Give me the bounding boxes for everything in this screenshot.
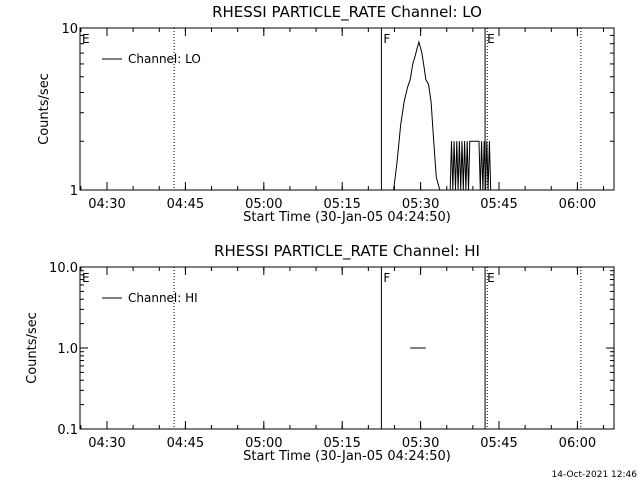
x-tick-label: 05:00 [245,436,282,451]
x-axis-label: Start Time (30-Jan-05 04:24:50) [243,210,451,225]
y-axis-label: Counts/sec [25,312,40,384]
y-tick-label: 10.0 [49,261,78,276]
x-tick-label: 05:30 [402,436,439,451]
timestamp-footer: 14-Oct-2021 12:46 [552,470,638,480]
legend-label: Channel: HI [128,291,198,305]
y-tick-label: 1.0 [57,342,78,357]
x-tick-label: 05:45 [480,436,517,451]
chart-title: RHESSI PARTICLE_RATE Channel: HI [214,242,480,261]
x-tick-label: 04:45 [167,436,204,451]
x-axis-label: Start Time (30-Jan-05 04:24:50) [243,449,451,464]
x-tick-label: 05:15 [323,197,360,212]
x-tick-label: 06:00 [559,436,596,451]
annotation-label: F [383,271,390,285]
legend-label: Channel: LO [128,52,201,66]
chart-title: RHESSI PARTICLE_RATE Channel: LO [212,3,482,22]
x-tick-label: 06:00 [559,197,596,212]
annotation-label: F [383,32,390,46]
y-tick-label: 10 [61,22,78,37]
chart-panel-1: RHESSI PARTICLE_RATE Channel: LO Counts/s… [37,3,615,225]
x-tick-label: 04:30 [88,436,125,451]
x-tick-label: 05:30 [402,197,439,212]
y-tick-label: 1 [70,184,78,199]
y-tick-label: 0.1 [57,423,78,438]
x-tick-label: 05:15 [323,436,360,451]
y-axis-label: Counts/sec [37,73,52,145]
x-tick-label: 05:45 [480,197,517,212]
annotation-label: E [487,271,495,285]
chart-panel-2: RHESSI PARTICLE_RATE Channel: HI Counts/s… [25,242,615,464]
annotation-label: E [487,32,495,46]
series-line [393,40,498,191]
annotation-label: E [82,32,90,46]
annotation-label: E [82,271,90,285]
x-tick-label: 04:30 [88,197,125,212]
x-tick-label: 05:00 [245,197,282,212]
x-tick-label: 04:45 [167,197,204,212]
